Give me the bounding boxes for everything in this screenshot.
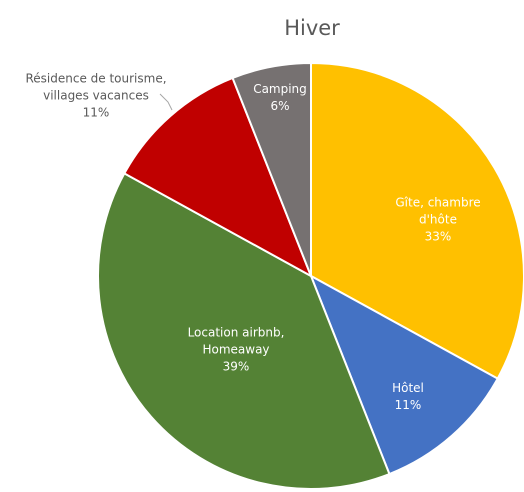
category-label: Location airbnb, Homeaway bbox=[187, 325, 285, 357]
value-label: 11% bbox=[82, 105, 110, 120]
category-label: Résidence de tourisme, villages vacances bbox=[25, 71, 167, 103]
leader-line bbox=[159, 93, 173, 111]
pie-slice bbox=[309, 273, 500, 476]
category-label: Camping bbox=[253, 82, 307, 96]
chart-title: Hiver bbox=[284, 16, 340, 40]
slice-label: Résidence de tourisme, villages vacances… bbox=[6, 71, 186, 122]
pie-slice bbox=[122, 76, 313, 279]
value-label: 11% bbox=[394, 398, 422, 412]
slice-label: Location airbnb, Homeaway 39% bbox=[161, 325, 311, 376]
value-label: 6% bbox=[270, 99, 290, 113]
slice-label: Hôtel 11% bbox=[378, 380, 438, 414]
value-label: 39% bbox=[222, 359, 250, 374]
slice-label: Camping 6% bbox=[245, 81, 315, 115]
value-label: 33% bbox=[424, 229, 452, 244]
pie-slice bbox=[231, 61, 312, 277]
pie-slice bbox=[310, 61, 524, 380]
category-label: Gîte, chambre d'hôte bbox=[395, 195, 481, 227]
category-label: Hôtel bbox=[392, 381, 424, 395]
pie-slice bbox=[97, 172, 391, 490]
slice-label: Gîte, chambre d'hôte 33% bbox=[378, 195, 498, 246]
